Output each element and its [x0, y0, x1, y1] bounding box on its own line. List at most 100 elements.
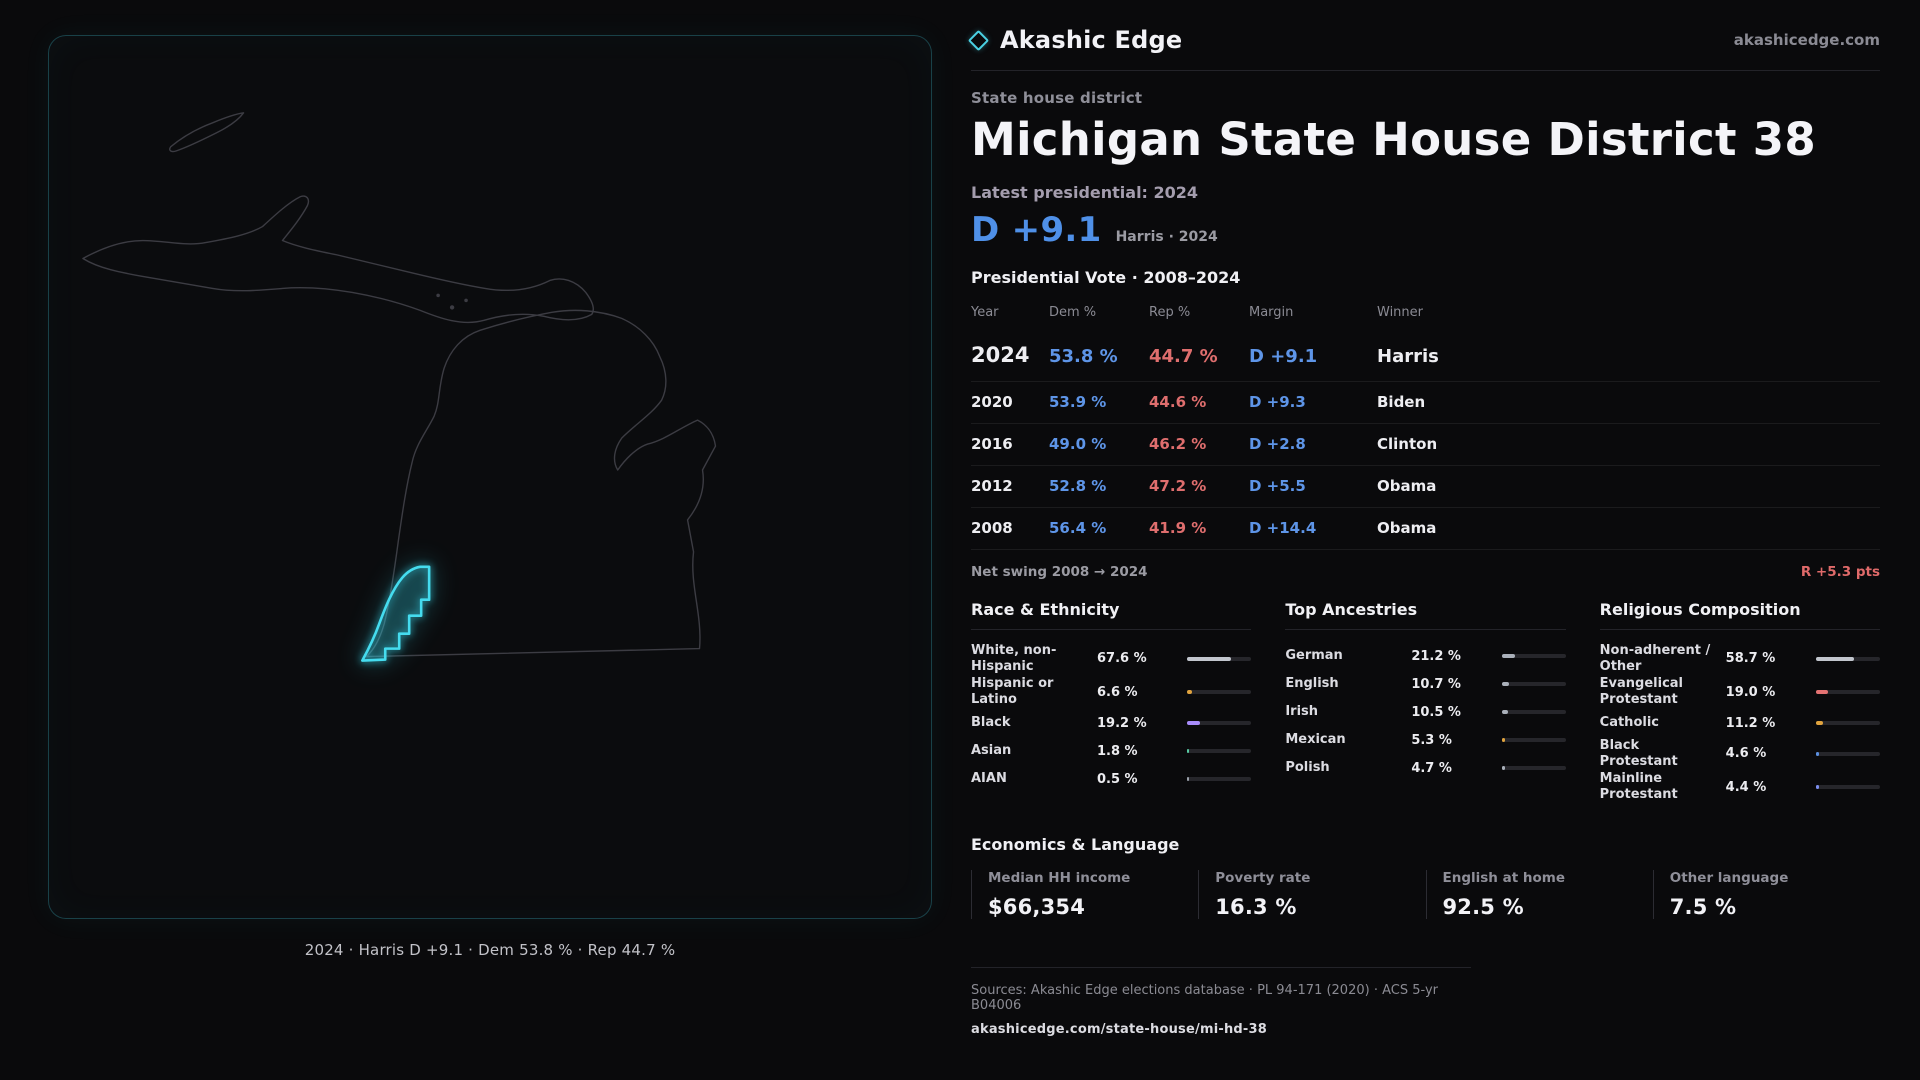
net-swing-label: Net swing 2008 → 2024 [971, 563, 1148, 580]
demo-label: Non-adherent / Other [1599, 642, 1711, 674]
demo-bar-fill [1816, 751, 1819, 756]
cell-margin: D +2.8 [1249, 434, 1306, 453]
vote-table-title: Presidential Vote · 2008–2024 [971, 267, 1241, 287]
demo-value: 67.6 % [1097, 651, 1147, 667]
table-row: 2008 56.4 % 41.9 % D +14.4 Obama [971, 508, 1880, 550]
isle-royale-outline [169, 112, 245, 153]
demo-row: Mainline Protestant 4.4 % [1600, 771, 1880, 804]
demo-label: AIAN [971, 770, 1007, 786]
stat-english-at-home: English at home 92.5 % [1425, 869, 1653, 919]
ancestries-title: Top Ancestries [1285, 600, 1566, 630]
cell-margin: D +9.3 [1249, 392, 1306, 411]
cell-rep: 44.6 % [1149, 392, 1207, 411]
demo-label: Asian [971, 742, 1012, 758]
table-row: 2024 53.8 % 44.7 % D +9.1 Harris [971, 330, 1880, 382]
demo-row: AIAN 0.5 % [971, 766, 1252, 793]
demo-bar-fill [1816, 656, 1854, 661]
demo-bar-fill [1187, 777, 1190, 781]
demo-label: Mainline Protestant [1599, 771, 1678, 803]
brand-name: Akashic Edge [1000, 26, 1183, 54]
col-margin: Margin [1249, 304, 1294, 320]
demo-label: Polish [1285, 759, 1330, 775]
demo-bar [1187, 749, 1252, 753]
island-dot [436, 293, 440, 298]
upper-peninsula-outline [82, 195, 595, 324]
stat-value: 92.5 % [1442, 894, 1524, 919]
permalink-link[interactable]: akashicedge.com/state-house/mi-hd-38 [971, 1021, 1267, 1037]
demo-row: English 10.7 % [1285, 671, 1566, 698]
demo-value: 6.6 % [1097, 684, 1138, 700]
demo-value: 4.7 % [1411, 760, 1452, 776]
demo-row: White, non-Hispanic 67.6 % [971, 643, 1252, 676]
table-row: 2020 53.9 % 44.6 % D +9.3 Biden [971, 382, 1880, 424]
demo-value: 5.3 % [1411, 732, 1452, 748]
cell-rep: 44.7 % [1149, 345, 1218, 367]
kicker: State house district [971, 89, 1143, 107]
demo-value: 10.5 % [1411, 704, 1461, 720]
demo-value: 10.7 % [1411, 676, 1461, 692]
stat-label: English at home [1442, 869, 1565, 886]
page-footer: Sources: Akashic Edge elections database… [971, 966, 1471, 1037]
demo-label: Catholic [1599, 714, 1659, 730]
district-38-shape [360, 565, 431, 662]
demo-value: 58.7 % [1725, 651, 1776, 667]
table-row: 2012 52.8 % 47.2 % D +5.5 Obama [971, 466, 1880, 508]
demo-bar-fill [1187, 721, 1200, 725]
demo-bar [1187, 690, 1252, 695]
demo-bar [1187, 656, 1252, 661]
stat-value: $66,354 [988, 894, 1086, 919]
demo-bar-fill [1187, 749, 1190, 753]
demo-bar [1501, 682, 1566, 686]
demo-row: Black 19.2 % [971, 710, 1252, 737]
cell-winner: Harris [1377, 345, 1439, 367]
demo-row: Black Protestant 4.6 % [1600, 738, 1880, 771]
demo-row: German 21.2 % [1285, 643, 1566, 670]
col-dem: Dem % [1049, 304, 1097, 320]
brand-domain-link[interactable]: akashicedge.com [1733, 31, 1880, 49]
cell-margin: D +9.1 [1249, 345, 1318, 367]
demo-bar-fill [1816, 721, 1824, 725]
demo-row: Evangelical Protestant 19.0 % [1600, 676, 1880, 709]
island-dot [464, 298, 468, 303]
cell-margin: D +5.5 [1249, 476, 1306, 495]
stat-poverty-rate: Poverty rate 16.3 % [1198, 869, 1425, 919]
stat-value: 16.3 % [1215, 894, 1297, 919]
demo-bar-fill [1501, 654, 1516, 658]
cell-dem: 49.0 % [1049, 434, 1107, 453]
cell-winner: Obama [1377, 476, 1437, 495]
cell-year: 2016 [971, 434, 1013, 453]
demo-label: English [1285, 675, 1339, 691]
demo-bar [1501, 654, 1566, 658]
demo-label: Black [971, 714, 1011, 730]
demo-row: Hispanic or Latino 6.6 % [971, 676, 1252, 709]
race-ethnicity-column: Race & Ethnicity White, non-Hispanic 67.… [971, 600, 1252, 805]
demo-label: Mexican [1285, 731, 1346, 747]
stat-median-hh-income: Median HH income $66,354 [971, 869, 1198, 919]
demo-value: 4.4 % [1725, 779, 1767, 795]
demo-value: 11.2 % [1725, 715, 1776, 731]
demo-bar [1501, 766, 1566, 770]
demo-value: 4.6 % [1725, 746, 1767, 762]
cell-year: 2012 [971, 476, 1013, 495]
demo-label: Black Protestant [1599, 737, 1678, 769]
margin-hero-value: D +9.1 [971, 209, 1102, 250]
lower-peninsula-outline [365, 309, 717, 658]
cell-winner: Clinton [1377, 434, 1438, 453]
cell-dem: 53.9 % [1049, 392, 1107, 411]
race-ethnicity-title: Race & Ethnicity [971, 600, 1252, 630]
demo-value: 19.0 % [1725, 684, 1776, 700]
brand-header: Akashic Edge akashicedge.com [967, 26, 1880, 71]
stat-label: Other language [1669, 869, 1789, 886]
stat-label: Poverty rate [1215, 869, 1311, 886]
margin-hero-detail: Harris · 2024 [1115, 228, 1218, 245]
stat-other-language: Other language 7.5 % [1652, 869, 1880, 919]
demo-bar [1816, 721, 1880, 725]
cell-winner: Obama [1377, 518, 1437, 537]
stat-label: Median HH income [988, 869, 1131, 886]
cell-margin: D +14.4 [1249, 518, 1317, 537]
demographics-grid: Race & Ethnicity White, non-Hispanic 67.… [971, 600, 1880, 805]
cell-winner: Biden [1377, 392, 1426, 411]
demo-value: 19.2 % [1097, 715, 1147, 731]
demo-bar-fill [1816, 690, 1829, 695]
demo-bar-fill [1816, 785, 1819, 790]
